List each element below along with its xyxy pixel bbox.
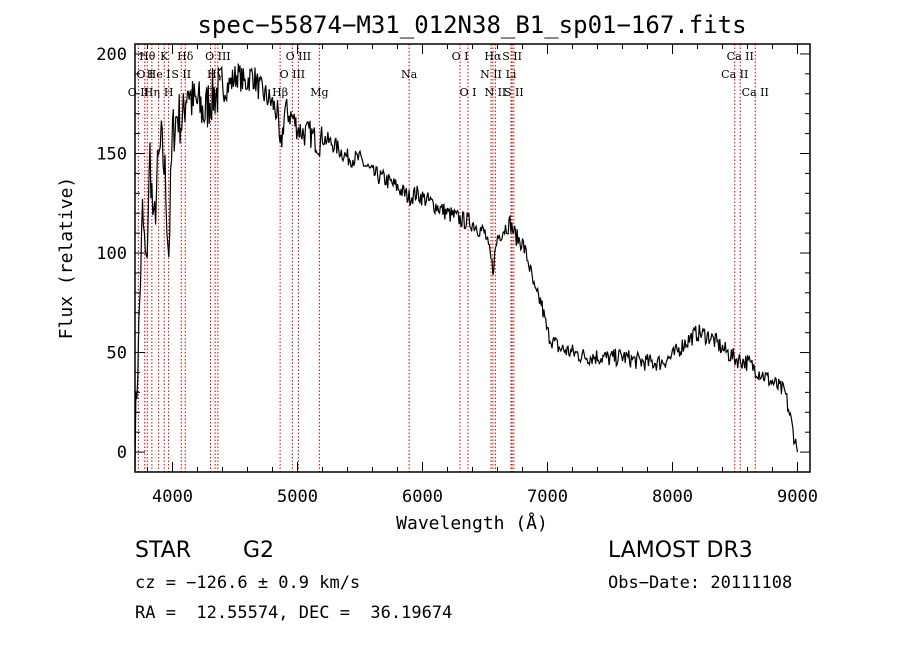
line-label: O III (286, 50, 312, 63)
y-tick-label: 200 (96, 45, 127, 65)
line-label: Ca II (721, 68, 748, 81)
y-tick-label: 0 (117, 443, 127, 463)
axes-frame (134, 43, 811, 473)
line-label: Na (401, 68, 418, 81)
line-label: Hγ (207, 68, 224, 81)
line-label: Hδ (177, 50, 194, 63)
redshift-cz: cz = −126.6 ± 0.9 km/s (135, 573, 361, 593)
y-axis: 0 50 100 150 200 (96, 45, 810, 473)
x-tick-label: 9000 (777, 487, 818, 507)
x-axis: 4000 5000 6000 7000 8000 9000 (147, 44, 818, 507)
y-tick-label: 100 (96, 244, 127, 264)
line-label: Hβ (272, 86, 288, 99)
line-label: O I (460, 86, 477, 99)
line-label: Mg (310, 86, 328, 99)
chart-title: spec−55874−M31_012N38_B1_sp01−167.fits (197, 11, 746, 39)
line-label: Ca II (742, 86, 769, 99)
ra-dec: RA = 12.55574, DEC = 36.19674 (135, 603, 453, 623)
x-tick-label: 7000 (527, 487, 568, 507)
line-markers (137, 44, 756, 472)
line-label: Hη (144, 86, 160, 99)
y-axis-label: Flux (relative) (56, 177, 77, 340)
line-label: O III (205, 50, 231, 63)
line-label: G (206, 86, 215, 99)
line-label: H (164, 86, 174, 99)
line-label: Ca II (727, 50, 754, 63)
spectrum-line (134, 63, 799, 471)
line-label: O I (136, 68, 153, 81)
object-class: STAR (135, 538, 192, 563)
line-label: O II (128, 86, 149, 99)
line-label: S II (171, 68, 191, 81)
obs-date: Obs−Date: 20111108 (608, 573, 793, 593)
line-label: K (160, 50, 169, 63)
line-label: Hθ (139, 50, 156, 63)
object-subclass: G2 (243, 538, 275, 563)
line-label: S II (504, 86, 524, 99)
line-label: O III (280, 68, 306, 81)
y-tick-label: 150 (96, 144, 127, 164)
line-label: S II (502, 50, 522, 63)
x-tick-label: 5000 (277, 487, 318, 507)
line-label: O I (452, 50, 469, 63)
x-tick-label: 4000 (152, 487, 193, 507)
line-label: He I (147, 68, 171, 81)
line-labels: O II Hθ O I Hη He I K H S II Hδ G Hγ O III Hβ O III O … (128, 50, 769, 99)
line-label: N II (484, 86, 506, 99)
x-axis-label: Wavelength (Å) (396, 512, 548, 534)
line-label: Hα (484, 50, 502, 63)
y-tick-label: 50 (107, 344, 127, 364)
line-label: N II (480, 68, 502, 81)
x-tick-label: 6000 (402, 487, 443, 507)
line-label: Li (506, 68, 517, 81)
x-tick-label: 8000 (652, 487, 693, 507)
survey-name: LAMOST DR3 (608, 538, 753, 563)
